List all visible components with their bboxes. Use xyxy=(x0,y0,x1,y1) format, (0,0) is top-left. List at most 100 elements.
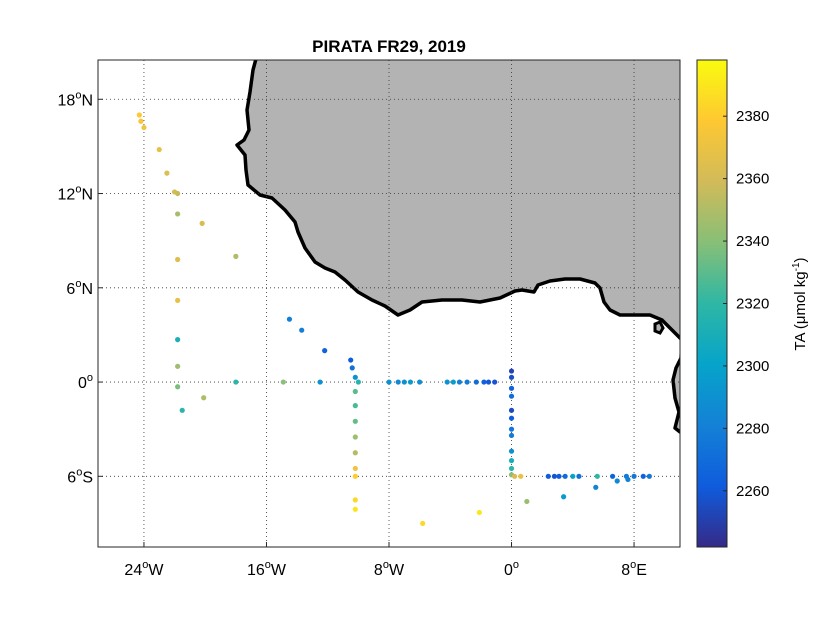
station-point-51 xyxy=(508,385,515,391)
station-point-2 xyxy=(141,124,147,131)
colorbar-tick-label-4: 2340 xyxy=(736,233,769,250)
station-point-59 xyxy=(508,465,515,472)
station-point-65 xyxy=(556,473,562,479)
x-tick-label-0: 24oW xyxy=(124,559,164,579)
station-point-31 xyxy=(352,450,358,456)
station-point-7 xyxy=(175,211,181,217)
station-point-48 xyxy=(492,379,498,385)
station-point-67 xyxy=(570,473,576,479)
axis-tick-labels: 24oW 16oW 8oW 0o 8oE 18oN 12oN 6oN 0o 6oS xyxy=(58,89,647,579)
station-point-28 xyxy=(352,403,358,409)
station-point-49 xyxy=(508,368,515,374)
station-point-47 xyxy=(485,379,492,385)
colorbar-tick-label-3: 2320 xyxy=(736,296,769,313)
station-point-74 xyxy=(646,473,652,479)
y-tick-label-3: 0o xyxy=(78,372,93,392)
station-point-34 xyxy=(352,497,358,503)
station-point-8 xyxy=(199,220,205,226)
station-point-36 xyxy=(386,379,392,385)
station-point-32 xyxy=(352,465,358,472)
station-point-19 xyxy=(286,316,293,322)
station-point-77 xyxy=(614,478,620,484)
x-tick-label-1: 16oW xyxy=(247,559,287,579)
station-point-26 xyxy=(355,379,361,385)
station-point-17 xyxy=(233,379,239,385)
station-point-72 xyxy=(631,473,637,479)
station-point-24 xyxy=(349,365,355,371)
station-point-78 xyxy=(625,476,631,483)
station-point-64 xyxy=(551,473,558,479)
station-point-22 xyxy=(322,348,328,354)
station-point-81 xyxy=(476,509,482,516)
station-point-54 xyxy=(508,415,515,421)
x-tick-label-4: 8oE xyxy=(621,559,647,579)
station-point-75 xyxy=(561,494,567,500)
colorbar-tick-label-5: 2360 xyxy=(736,171,769,188)
map-grid xyxy=(98,60,680,547)
station-point-1 xyxy=(138,118,144,124)
x-tick-label-3: 0o xyxy=(504,559,519,579)
station-point-37 xyxy=(395,379,401,385)
map-title: PIRATA FR29, 2019 xyxy=(312,37,466,56)
station-point-20 xyxy=(299,327,305,333)
station-point-10 xyxy=(233,253,239,259)
station-point-79 xyxy=(524,498,530,505)
colorbar-ticks: 2260 2280 2300 2320 2340 2360 2380 xyxy=(723,108,769,500)
station-point-39 xyxy=(407,379,414,385)
station-point-13 xyxy=(175,363,181,369)
station-point-41 xyxy=(444,379,450,385)
colorbar-tick-label-0: 2260 xyxy=(736,483,769,500)
west-africa-landmass xyxy=(235,60,680,434)
station-point-9 xyxy=(175,256,181,263)
station-point-27 xyxy=(352,388,358,395)
station-point-35 xyxy=(352,506,358,512)
station-point-66 xyxy=(562,473,568,479)
y-tick-label-1: 12oN xyxy=(58,184,93,204)
station-point-50 xyxy=(508,374,515,380)
station-point-69 xyxy=(594,473,600,479)
station-point-33 xyxy=(352,473,358,479)
station-point-57 xyxy=(508,448,515,454)
station-point-76 xyxy=(593,484,599,490)
colorbar-tick-label-1: 2280 xyxy=(736,420,769,437)
station-point-25 xyxy=(352,374,358,380)
station-point-80 xyxy=(420,520,426,527)
colorbar: 2260 2280 2300 2320 2340 2360 2380 TA (μmol kg… xyxy=(696,59,809,548)
station-point-46 xyxy=(481,379,487,385)
station-point-44 xyxy=(464,379,470,385)
map-axes: 24oW 16oW 8oW 0o 8oE 18oN 12oN 6oN 0o 6oS xyxy=(58,59,681,579)
station-point-45 xyxy=(473,379,479,385)
station-point-12 xyxy=(175,337,181,343)
station-point-18 xyxy=(280,379,286,385)
station-point-21 xyxy=(317,379,323,385)
station-point-0 xyxy=(136,112,142,118)
station-point-53 xyxy=(508,407,515,413)
station-point-73 xyxy=(640,473,646,479)
station-point-55 xyxy=(508,426,515,432)
station-point-3 xyxy=(156,146,162,153)
station-point-58 xyxy=(508,457,515,464)
y-tick-label-0: 18oN xyxy=(58,89,93,109)
station-point-42 xyxy=(450,379,456,385)
station-point-61 xyxy=(511,473,518,479)
station-point-52 xyxy=(508,393,515,399)
station-point-23 xyxy=(348,357,354,363)
station-point-15 xyxy=(179,407,185,413)
station-point-16 xyxy=(201,395,207,401)
station-point-68 xyxy=(576,473,582,479)
station-point-40 xyxy=(417,379,423,385)
y-tick-label-4: 6oS xyxy=(67,466,93,486)
colorbar-tick-label-6: 2380 xyxy=(736,108,769,125)
station-point-43 xyxy=(456,379,463,385)
station-point-29 xyxy=(352,418,358,424)
station-point-4 xyxy=(164,170,170,176)
station-point-62 xyxy=(518,473,524,479)
bioko-island xyxy=(653,320,665,335)
station-point-70 xyxy=(610,473,616,479)
station-point-56 xyxy=(508,432,515,439)
colorbar-tick-label-2: 2300 xyxy=(736,358,769,375)
x-tick-label-2: 8oW xyxy=(374,559,405,579)
station-point-30 xyxy=(352,434,358,440)
station-point-14 xyxy=(175,384,181,390)
